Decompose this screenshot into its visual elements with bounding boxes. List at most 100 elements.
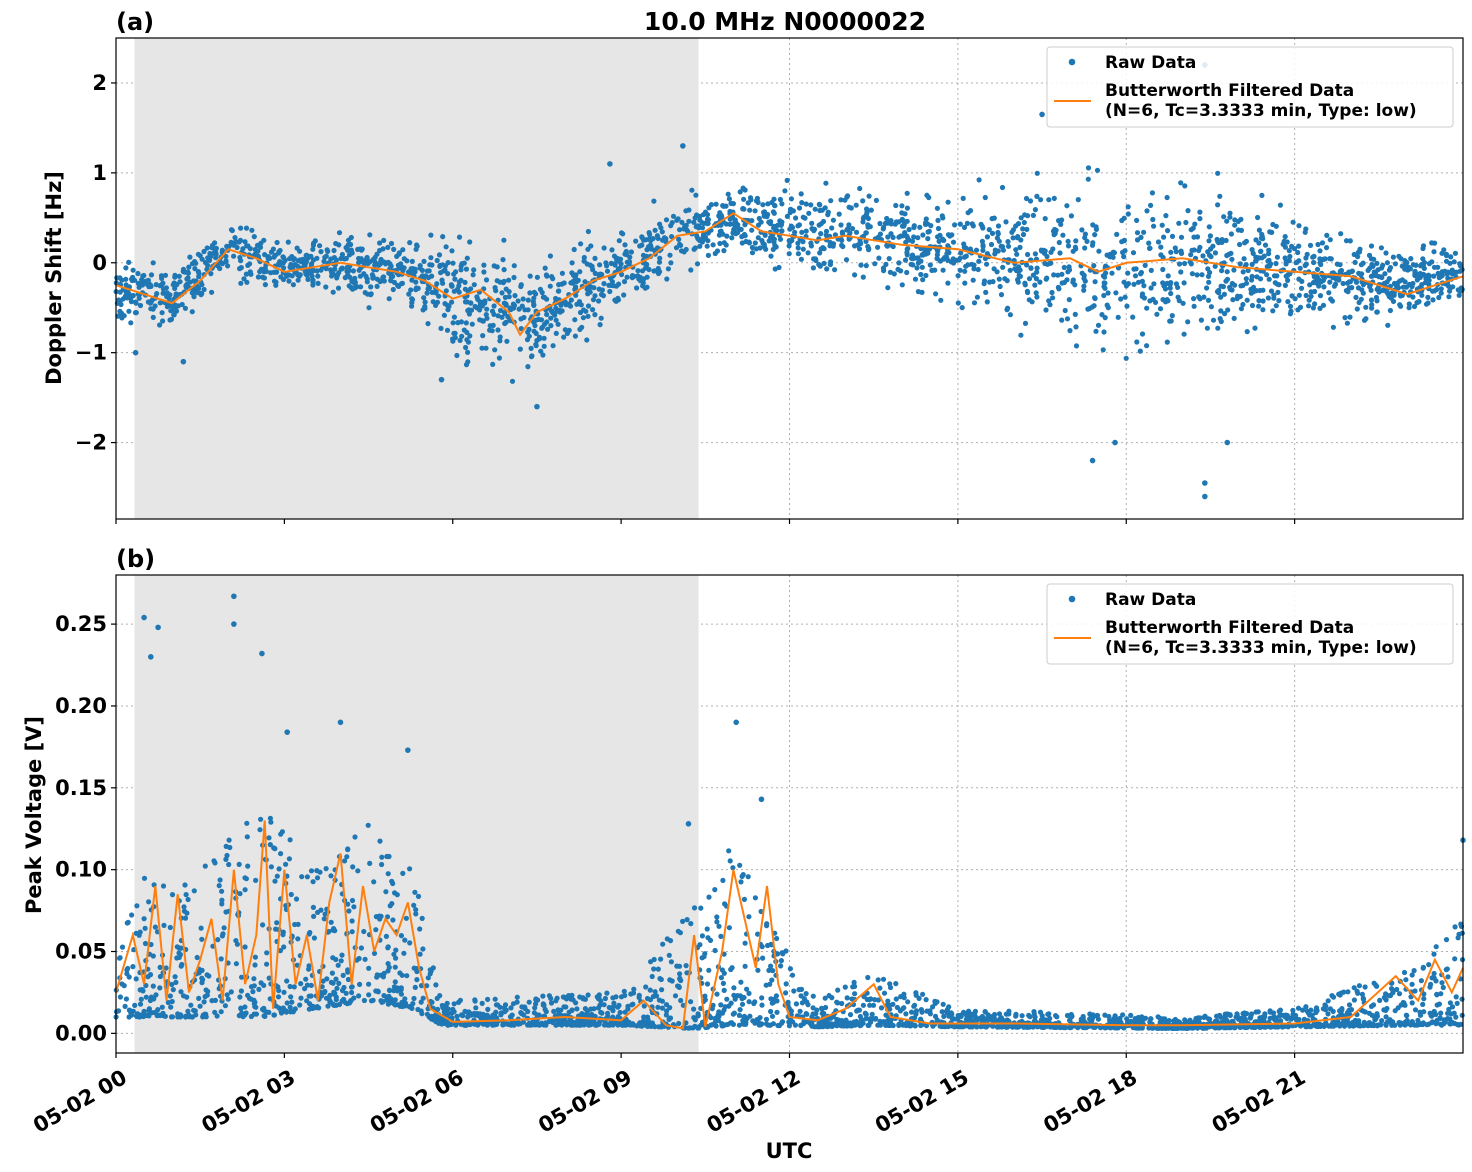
raw-data-point <box>150 260 156 266</box>
raw-data-point <box>984 299 990 305</box>
raw-data-point <box>219 901 225 907</box>
raw-data-point <box>553 317 559 323</box>
raw-data-point <box>383 261 389 267</box>
raw-data-point <box>310 257 317 263</box>
raw-data-point <box>1212 250 1218 256</box>
raw-data-point <box>823 180 829 186</box>
raw-data-point <box>839 1017 845 1024</box>
raw-data-point <box>1380 262 1386 268</box>
raw-data-point <box>1018 332 1024 338</box>
raw-data-point <box>216 883 222 889</box>
raw-data-point <box>1056 218 1062 224</box>
raw-data-point <box>185 1008 191 1014</box>
raw-data-point <box>799 229 805 235</box>
raw-data-point <box>255 274 261 280</box>
raw-data-point <box>678 997 684 1004</box>
raw-data-point <box>509 378 516 384</box>
raw-data-point <box>446 303 452 309</box>
raw-data-point <box>400 247 406 253</box>
raw-data-point <box>287 983 293 990</box>
raw-data-point <box>1081 287 1087 293</box>
raw-data-point <box>331 926 337 932</box>
raw-data-point <box>359 246 365 252</box>
raw-data-point <box>531 295 537 301</box>
raw-data-point <box>290 282 296 288</box>
raw-data-point <box>321 258 327 264</box>
raw-data-point <box>1215 202 1221 208</box>
raw-data-point <box>483 312 489 318</box>
raw-data-point <box>1095 1016 1101 1022</box>
raw-data-point <box>1047 302 1053 308</box>
raw-data-point <box>606 282 612 288</box>
raw-data-point <box>1431 970 1437 977</box>
raw-data-point <box>604 990 610 996</box>
raw-data-point <box>863 1011 869 1017</box>
raw-data-point <box>262 282 268 288</box>
raw-data-point <box>226 243 232 250</box>
raw-data-point <box>1197 216 1203 222</box>
raw-data-point <box>1375 267 1381 273</box>
raw-data-point <box>1003 219 1009 225</box>
raw-data-point <box>496 355 502 361</box>
raw-data-point <box>657 255 663 261</box>
raw-data-point <box>356 993 362 999</box>
raw-data-point <box>766 967 772 974</box>
raw-data-point <box>388 275 394 281</box>
raw-data-point <box>704 926 710 932</box>
raw-data-point <box>536 1012 542 1018</box>
raw-data-point <box>439 1002 445 1009</box>
raw-data-point <box>289 254 295 260</box>
raw-data-point <box>201 248 207 255</box>
raw-data-point <box>793 1001 800 1007</box>
raw-data-point <box>539 325 545 331</box>
raw-data-point <box>727 216 733 222</box>
raw-data-point <box>803 201 809 207</box>
raw-data-point <box>574 301 580 307</box>
raw-data-point <box>878 1005 885 1011</box>
raw-data-point <box>719 1021 725 1027</box>
raw-data-point <box>699 220 705 226</box>
raw-data-point <box>349 897 356 904</box>
raw-data-point <box>1250 250 1256 256</box>
raw-data-point <box>648 243 654 250</box>
raw-data-point <box>989 230 996 236</box>
raw-data-point <box>1356 249 1362 255</box>
raw-data-point <box>1390 254 1396 260</box>
raw-data-point <box>761 213 767 219</box>
raw-data-point <box>584 1010 590 1016</box>
raw-data-point <box>701 231 707 237</box>
raw-data-point <box>544 319 550 325</box>
raw-data-point <box>1344 320 1350 326</box>
raw-data-point <box>1175 294 1181 300</box>
raw-data-point <box>721 987 727 994</box>
raw-data-point <box>380 246 386 252</box>
raw-data-point <box>1032 207 1038 213</box>
raw-data-point <box>150 953 156 959</box>
raw-data-point <box>511 274 517 281</box>
raw-data-point <box>413 907 419 913</box>
raw-data-point <box>1089 242 1096 248</box>
raw-data-point <box>1066 297 1072 303</box>
raw-data-point <box>205 262 211 268</box>
raw-data-point <box>1320 302 1327 308</box>
raw-data-point <box>858 262 864 268</box>
raw-data-point <box>400 870 406 877</box>
raw-data-point <box>1303 292 1309 299</box>
raw-data-point <box>963 245 969 251</box>
raw-data-point <box>308 868 315 874</box>
raw-data-point <box>242 887 248 893</box>
raw-data-point <box>1065 238 1071 244</box>
raw-data-point <box>1377 997 1383 1004</box>
raw-data-point <box>202 863 208 869</box>
raw-data-point <box>294 962 300 968</box>
raw-data-point <box>303 976 309 982</box>
raw-data-point <box>1068 213 1074 219</box>
raw-data-point <box>385 944 391 950</box>
raw-data-point <box>655 1004 661 1010</box>
raw-data-point <box>881 224 887 230</box>
raw-data-point <box>752 240 758 246</box>
raw-data-point <box>1046 298 1052 304</box>
raw-data-point <box>737 862 743 868</box>
raw-data-point <box>940 267 946 273</box>
raw-data-point <box>720 231 726 237</box>
